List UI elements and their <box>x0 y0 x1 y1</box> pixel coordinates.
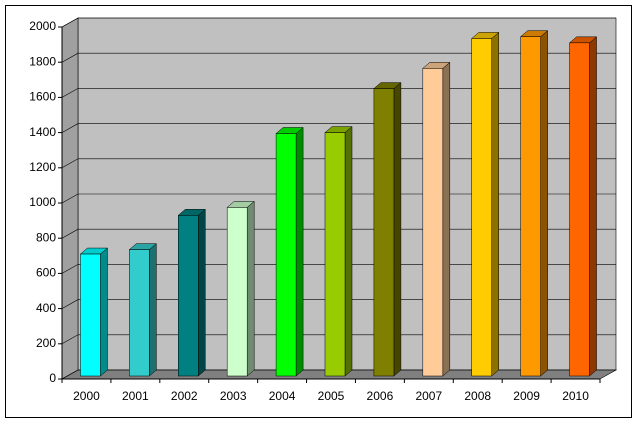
grid-line <box>61 17 616 28</box>
bar <box>226 207 248 377</box>
grid-line <box>61 52 616 63</box>
x-tick-label: 2004 <box>269 389 296 403</box>
bar <box>80 253 101 377</box>
bar-side <box>540 30 548 377</box>
bar <box>471 38 492 377</box>
bar-side <box>149 243 157 377</box>
bar <box>129 249 150 377</box>
y-tick-label: 1400 <box>29 125 56 139</box>
y-tick-label: 200 <box>36 336 56 350</box>
x-tick-label: 2006 <box>367 389 394 403</box>
x-tick-label: 2002 <box>171 389 198 403</box>
x-tick-label: 2000 <box>73 389 100 403</box>
y-tick-label: 400 <box>36 301 56 315</box>
y-tick-label: 0 <box>49 371 56 385</box>
x-tick-label: 2010 <box>562 389 589 403</box>
x-tick-label: 2009 <box>513 389 540 403</box>
bar <box>569 42 590 377</box>
x-tick-label: 2005 <box>318 389 345 403</box>
bar-side <box>442 61 451 377</box>
x-tick-label: 2007 <box>415 389 442 403</box>
y-tick-label: 1200 <box>29 160 56 174</box>
y-tick-label: 1800 <box>29 54 56 68</box>
bar-side <box>100 247 108 377</box>
bar-side <box>295 126 304 377</box>
bar-side <box>491 31 499 377</box>
bar <box>324 132 346 377</box>
y-tick-label: 2000 <box>29 19 56 33</box>
bar <box>178 215 199 377</box>
x-tick-label: 2003 <box>220 389 247 403</box>
bar <box>275 133 297 377</box>
bar-side <box>344 126 353 377</box>
bar-side <box>246 200 255 377</box>
bar-side <box>198 208 206 377</box>
y-tick-label: 1600 <box>29 90 56 104</box>
bar <box>422 68 444 377</box>
bar-side <box>589 36 597 377</box>
bar <box>520 36 541 377</box>
bar <box>373 88 395 377</box>
y-tick-label: 800 <box>36 230 56 244</box>
x-tick-label: 2001 <box>122 389 149 403</box>
y-tick-label: 1000 <box>29 195 56 209</box>
bar-side <box>393 82 402 377</box>
x-tick-label: 2008 <box>464 389 491 403</box>
y-tick-label: 600 <box>36 266 56 280</box>
